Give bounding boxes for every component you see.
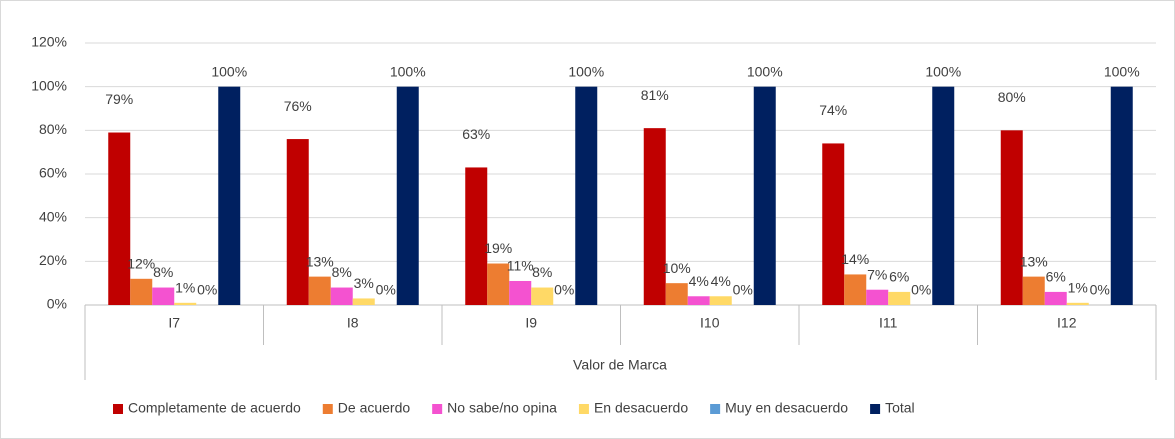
legend-label: No sabe/no opina <box>447 400 557 416</box>
legend-swatch <box>113 404 123 414</box>
data-label: 8% <box>532 264 552 280</box>
bar <box>822 143 845 305</box>
bar <box>174 302 197 305</box>
y-tick-label: 120% <box>31 34 67 50</box>
bar <box>866 289 889 305</box>
bar <box>888 291 911 305</box>
data-label: 0% <box>376 282 396 298</box>
legend-swatch <box>432 404 443 414</box>
bar <box>709 296 732 305</box>
bar <box>932 86 955 306</box>
data-label: 0% <box>554 282 574 298</box>
y-tick-label: 80% <box>39 121 67 137</box>
bar <box>330 287 353 305</box>
bar <box>575 86 598 306</box>
legend-label: Completamente de acuerdo <box>128 400 301 416</box>
data-label: 81% <box>641 87 669 103</box>
bar <box>465 167 488 305</box>
data-label: 1% <box>1068 280 1088 296</box>
data-label: 4% <box>689 273 709 289</box>
data-label: 6% <box>889 269 909 285</box>
data-label: 1% <box>175 280 195 296</box>
x-tick-label: I7 <box>168 315 180 331</box>
bar <box>509 280 532 305</box>
bar <box>108 132 131 305</box>
data-label: 13% <box>1020 253 1048 269</box>
bar <box>218 86 241 306</box>
bar <box>1110 86 1133 306</box>
data-label: 100% <box>390 63 426 79</box>
x-axis-title: Valor de Marca <box>573 357 667 373</box>
data-label: 4% <box>711 273 731 289</box>
bar <box>1000 130 1023 305</box>
bar <box>352 298 375 305</box>
data-label: 0% <box>1090 282 1110 298</box>
bar <box>308 276 331 305</box>
bar <box>286 139 309 305</box>
y-tick-label: 100% <box>31 77 67 93</box>
data-label: 6% <box>1046 269 1066 285</box>
bar <box>531 287 554 305</box>
bar <box>687 296 710 305</box>
legend-swatch <box>710 404 721 414</box>
data-label: 79% <box>105 91 133 107</box>
data-label: 12% <box>127 256 155 272</box>
bar <box>1066 302 1089 305</box>
data-label: 80% <box>998 89 1026 105</box>
data-label: 10% <box>663 260 691 276</box>
bar <box>844 274 867 305</box>
data-label: 100% <box>211 63 247 79</box>
legend-swatch <box>870 404 881 414</box>
x-tick-label: I9 <box>525 315 537 331</box>
x-tick-label: I10 <box>700 315 720 331</box>
legend-label: Total <box>885 400 915 416</box>
bar <box>152 287 175 305</box>
data-label: 8% <box>332 264 352 280</box>
data-label: 11% <box>507 258 534 274</box>
data-label: 63% <box>462 126 490 142</box>
legend-swatch <box>578 404 589 414</box>
y-tick-label: 40% <box>39 208 67 224</box>
bar <box>1022 276 1045 305</box>
legend-label: En desacuerdo <box>594 400 688 416</box>
data-label: 0% <box>733 282 753 298</box>
data-label: 76% <box>284 98 312 114</box>
y-tick-label: 20% <box>39 252 67 268</box>
data-label: 8% <box>153 264 173 280</box>
data-label: 100% <box>1104 63 1140 79</box>
data-label: 100% <box>747 63 783 79</box>
y-tick-label: 0% <box>47 296 67 312</box>
bar <box>1044 291 1067 305</box>
data-label: 100% <box>925 63 961 79</box>
x-tick-label: I12 <box>1057 315 1077 331</box>
data-label: 74% <box>819 102 847 118</box>
legend-label: Muy en desacuerdo <box>725 400 848 416</box>
x-tick-label: I11 <box>879 315 898 331</box>
legend-label: De acuerdo <box>338 400 411 416</box>
bar <box>643 128 666 305</box>
data-label: 13% <box>306 253 334 269</box>
bar <box>487 263 510 305</box>
y-tick-label: 60% <box>39 165 67 181</box>
data-label: 3% <box>354 275 374 291</box>
legend-swatch <box>322 404 333 414</box>
data-label: 100% <box>568 63 604 79</box>
bar <box>665 283 688 305</box>
bar <box>753 86 776 306</box>
bar <box>130 278 153 305</box>
data-label: 14% <box>841 251 869 267</box>
x-tick-label: I8 <box>347 315 359 331</box>
data-label: 7% <box>867 266 887 282</box>
bar <box>396 86 419 306</box>
data-label: 19% <box>484 240 512 256</box>
data-label: 0% <box>197 282 217 298</box>
data-label: 0% <box>911 282 931 298</box>
